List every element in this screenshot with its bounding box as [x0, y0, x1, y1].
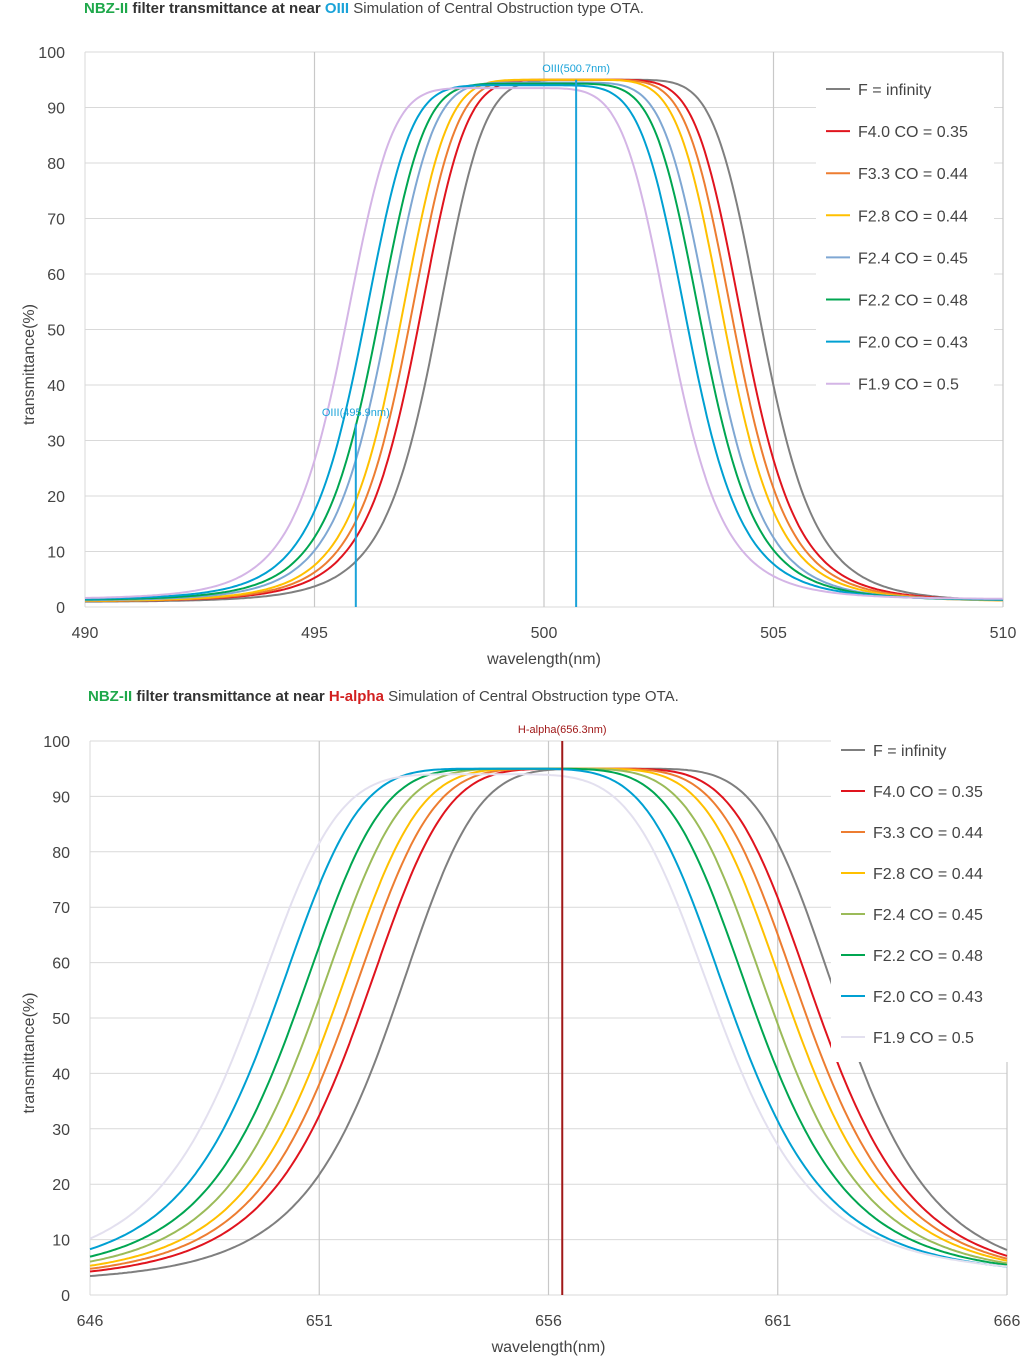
chart-title-part: Simulation of Central Obstruction type O…: [349, 0, 644, 17]
y-tick-label: 40: [47, 378, 65, 395]
legend-label: F2.4 CO = 0.45: [873, 907, 983, 924]
y-tick-label: 70: [52, 900, 70, 917]
y-tick-label: 30: [47, 434, 65, 451]
chart-title: NBZ-II filter transmittance at near OIII…: [84, 0, 644, 17]
y-tick-label: 40: [52, 1066, 70, 1083]
series-line-5: [85, 82, 1003, 601]
wavelength-marker-label: OIII(495.9nm): [322, 407, 390, 419]
legend-label: F2.8 CO = 0.44: [873, 866, 983, 883]
legend-background: [831, 728, 1009, 1062]
x-tick-label: 510: [990, 625, 1017, 642]
y-tick-label: 50: [47, 323, 65, 340]
y-tick-label: 70: [47, 212, 65, 229]
legend-label: F = infinity: [858, 82, 931, 99]
y-tick-label: 0: [56, 600, 65, 617]
legend-label: F4.0 CO = 0.35: [873, 784, 983, 801]
chart-title-part: H-alpha: [329, 688, 385, 705]
y-tick-label: 60: [52, 956, 70, 973]
series-line-3: [84, 78, 1004, 602]
y-tick-label: 20: [52, 1177, 70, 1194]
x-tick-label: 651: [306, 1313, 333, 1330]
legend-label: F1.9 CO = 0.5: [858, 377, 959, 394]
x-tick-label: 656: [535, 1313, 562, 1330]
series-line-6: [89, 767, 1008, 1268]
y-tick-label: 100: [38, 45, 65, 62]
legend-label: F2.4 CO = 0.45: [858, 250, 968, 267]
legend-label: F3.3 CO = 0.44: [858, 166, 968, 183]
chart-title: NBZ-II filter transmittance at near H-al…: [88, 688, 679, 705]
legend-label: F1.9 CO = 0.5: [873, 1030, 974, 1047]
legend-label: F2.2 CO = 0.48: [858, 293, 968, 310]
legend-label: F2.8 CO = 0.44: [858, 208, 968, 225]
series-line-4: [85, 81, 1003, 602]
y-tick-label: 90: [47, 101, 65, 118]
x-axis-title: wavelength(nm): [491, 1339, 606, 1356]
legend-label: F2.2 CO = 0.48: [873, 948, 983, 965]
x-tick-label: 490: [72, 625, 99, 642]
oiii-chart: NBZ-II filter transmittance at near OIII…: [21, 0, 1016, 668]
legend-label: F4.0 CO = 0.35: [858, 124, 968, 141]
x-tick-label: 661: [764, 1313, 791, 1330]
y-tick-label: 10: [47, 545, 65, 562]
h-alpha-chart: NBZ-II filter transmittance at near H-al…: [21, 688, 1020, 1356]
series-line-6: [85, 84, 1003, 601]
wavelength-marker-label: H-alpha(656.3nm): [518, 724, 607, 736]
y-tick-label: 30: [52, 1122, 70, 1139]
chart-title-part: Simulation of Central Obstruction type O…: [384, 688, 679, 705]
x-tick-label: 495: [301, 625, 328, 642]
y-tick-label: 80: [52, 845, 70, 862]
legend-background: [816, 67, 994, 410]
legend-label: F = infinity: [873, 743, 946, 760]
legend-label: F3.3 CO = 0.44: [873, 825, 983, 842]
wavelength-marker-label: OIII(500.7nm): [542, 63, 610, 75]
y-tick-label: 100: [43, 734, 70, 751]
y-tick-label: 50: [52, 1011, 70, 1028]
x-tick-label: 646: [77, 1313, 104, 1330]
y-tick-label: 90: [52, 789, 70, 806]
y-tick-label: 60: [47, 267, 65, 284]
legend-label: F2.0 CO = 0.43: [873, 989, 983, 1006]
chart-title-part: NBZ-II: [88, 688, 132, 705]
x-tick-label: 505: [760, 625, 787, 642]
x-tick-label: 500: [531, 625, 558, 642]
y-axis-title: transmittance(%): [21, 304, 38, 425]
chart-title-part: filter transmittance at near: [132, 688, 329, 705]
x-axis-title: wavelength(nm): [486, 651, 601, 668]
chart-title-part: NBZ-II: [84, 0, 128, 17]
y-tick-label: 80: [47, 156, 65, 173]
chart-title-part: filter transmittance at near: [128, 0, 325, 17]
y-tick-label: 0: [61, 1288, 70, 1305]
x-tick-label: 666: [994, 1313, 1020, 1330]
y-tick-label: 10: [52, 1233, 70, 1250]
series-line-7: [84, 87, 1003, 600]
y-axis-title: transmittance(%): [21, 993, 38, 1114]
chart-title-part: OIII: [325, 0, 349, 17]
legend-label: F2.0 CO = 0.43: [858, 335, 968, 352]
series-line-7: [89, 773, 1008, 1268]
y-tick-label: 20: [47, 489, 65, 506]
